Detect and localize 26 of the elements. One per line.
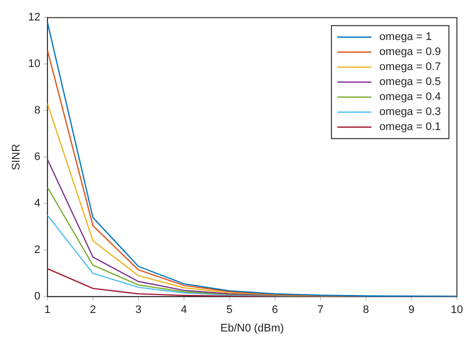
x-axis-title: Eb/N0 (dBm) [220, 322, 284, 334]
y-tick-label: 10 [28, 58, 40, 70]
y-tick-label: 0 [34, 290, 40, 303]
legend-label: omega = 0.1 [379, 121, 441, 134]
y-tick-label: 12 [28, 12, 40, 24]
y-axis-title: SINR [10, 144, 23, 170]
x-tick-label: 4 [180, 304, 187, 316]
x-tick-label: 5 [226, 304, 232, 316]
y-tick-label: 2 [34, 244, 40, 256]
x-tick-label: 9 [408, 304, 414, 316]
x-tick-label: 6 [272, 304, 278, 316]
x-tick-label: 2 [90, 304, 96, 316]
y-tick-label: 8 [34, 104, 40, 117]
y-tick-label: 6 [34, 151, 40, 164]
legend-label: omega = 1 [379, 31, 432, 44]
legend-label: omega = 0.4 [379, 91, 441, 104]
x-tick-label: 3 [135, 304, 142, 316]
legend-label: omega = 0.9 [379, 46, 441, 58]
legend-label: omega = 0.5 [379, 76, 441, 88]
y-tick-label: 4 [34, 198, 40, 210]
x-tick-label: 1 [44, 304, 50, 316]
x-tick-label: 10 [450, 304, 464, 316]
legend-label: omega = 0.7 [379, 61, 441, 74]
x-tick-label: 8 [362, 304, 369, 316]
x-tick-label: 7 [317, 304, 324, 316]
legend-label: omega = 0.3 [379, 106, 441, 118]
